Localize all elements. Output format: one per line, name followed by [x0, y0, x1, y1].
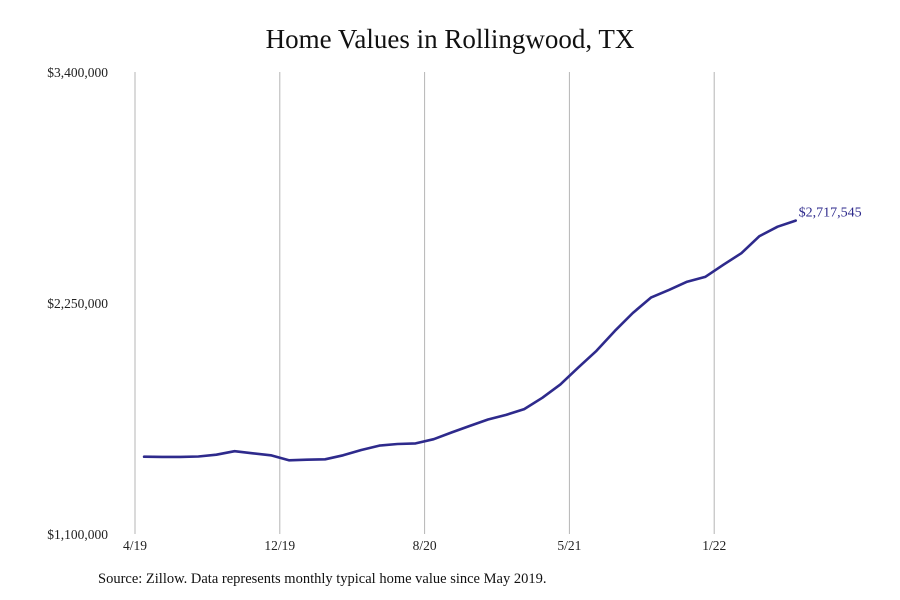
x-axis: 4/19 12/19 8/20 5/21 1/22	[123, 538, 726, 553]
series-line	[142, 219, 797, 462]
y-axis: $1,100,000 $2,250,000 $3,400,000	[47, 65, 108, 542]
y-tick-label: $3,400,000	[47, 65, 108, 80]
y-tick-label: $2,250,000	[47, 296, 108, 311]
x-tick-label: 4/19	[123, 538, 147, 553]
x-tick-label: 5/21	[557, 538, 581, 553]
source-note: Source: Zillow. Data represents monthly …	[98, 571, 547, 587]
x-tick-label: 8/20	[413, 538, 437, 553]
grid-lines	[134, 72, 715, 534]
end-value-label: $2,717,545	[799, 206, 862, 221]
x-tick-label: 12/19	[264, 538, 295, 553]
chart-title: Home Values in Rollingwood, TX	[265, 24, 635, 54]
y-tick-label: $1,100,000	[47, 527, 108, 542]
series-layer: $2,717,545	[142, 206, 862, 462]
x-tick-label: 1/22	[702, 538, 726, 553]
